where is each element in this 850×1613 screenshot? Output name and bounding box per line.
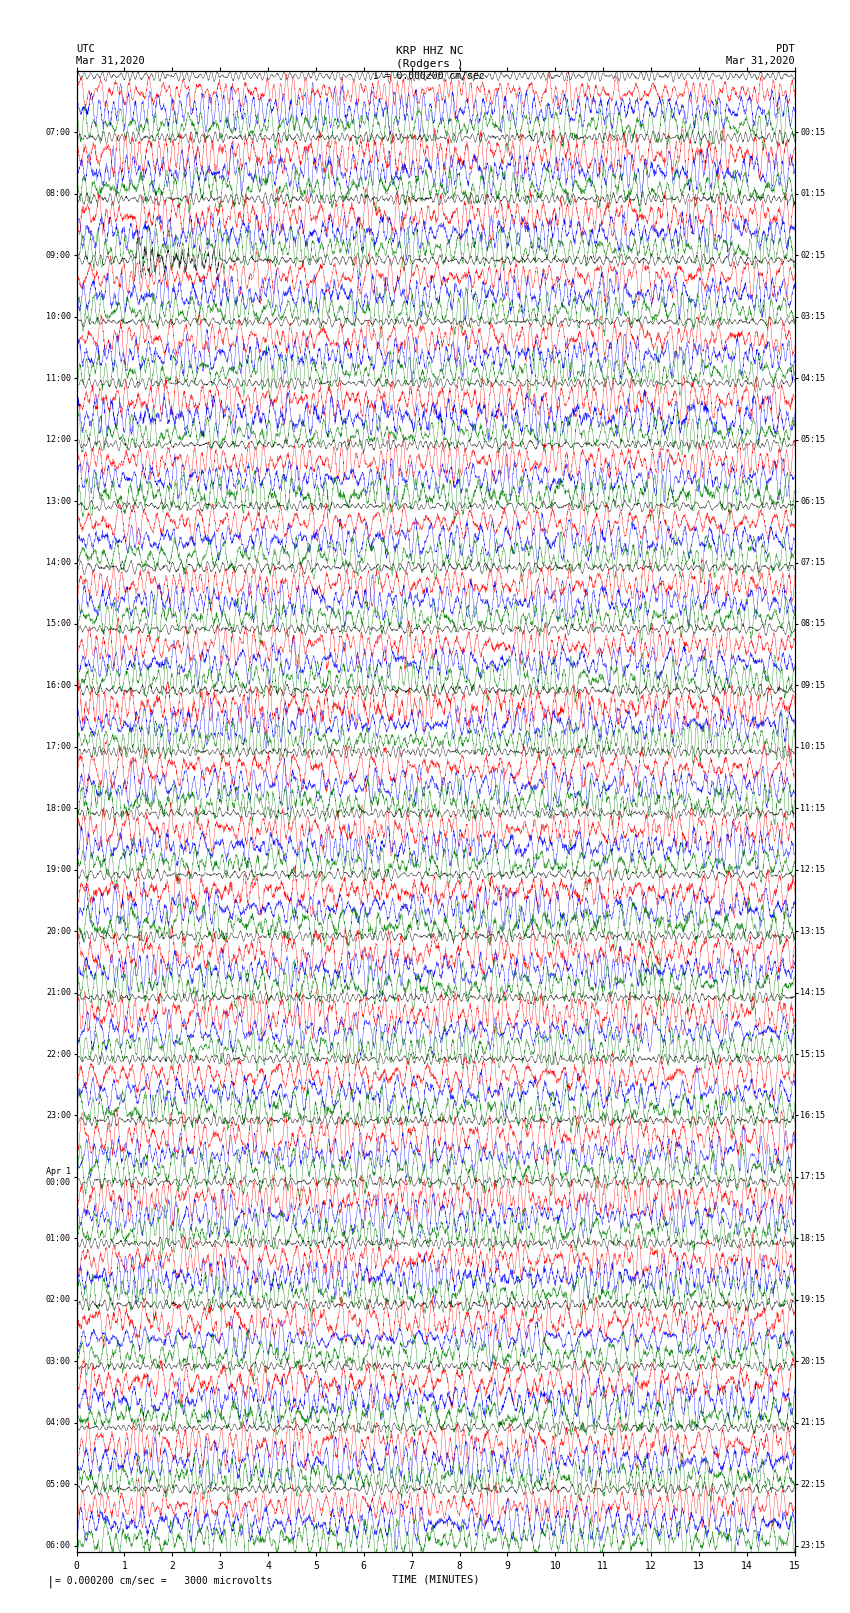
Text: Mar 31,2020: Mar 31,2020	[726, 56, 795, 66]
X-axis label: TIME (MINUTES): TIME (MINUTES)	[392, 1574, 479, 1586]
Text: Mar 31,2020: Mar 31,2020	[76, 56, 145, 66]
Text: = 0.000200 cm/sec =   3000 microvolts: = 0.000200 cm/sec = 3000 microvolts	[55, 1576, 273, 1586]
Text: (Rodgers ): (Rodgers )	[395, 58, 463, 69]
Text: UTC: UTC	[76, 44, 95, 53]
Text: KRP HHZ NC: KRP HHZ NC	[395, 45, 463, 56]
Text: PDT: PDT	[776, 44, 795, 53]
Text: I = 0.000200 cm/sec: I = 0.000200 cm/sec	[373, 71, 485, 81]
Text: |: |	[47, 1576, 54, 1589]
